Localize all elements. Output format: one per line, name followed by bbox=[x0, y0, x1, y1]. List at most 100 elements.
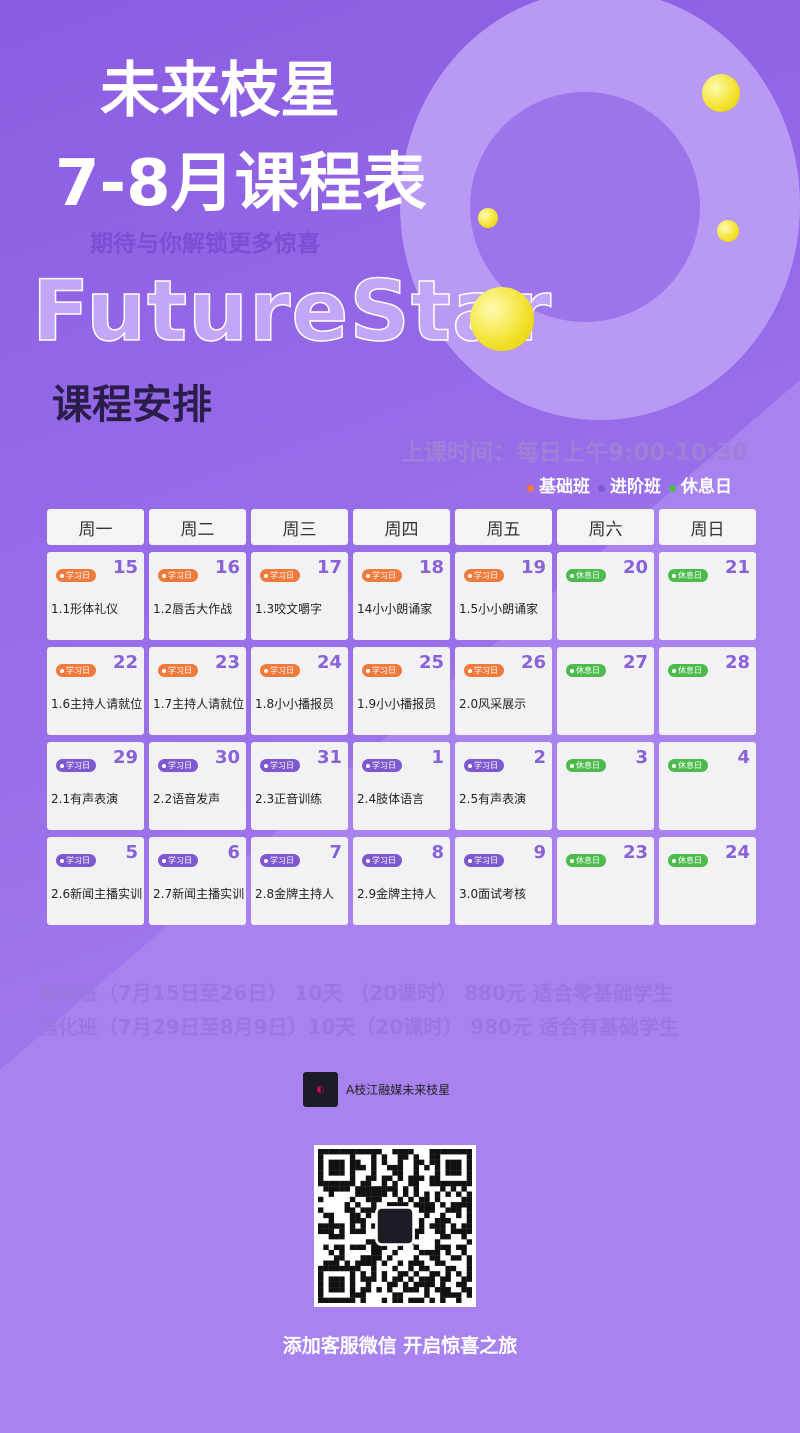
badge-label: 休息日 bbox=[678, 856, 702, 865]
day-number: 24 bbox=[316, 652, 342, 673]
calendar-day: 休息日 23 bbox=[557, 837, 654, 925]
day-number: 24 bbox=[724, 842, 750, 863]
badge-label: 学习日 bbox=[168, 761, 192, 770]
calendar-day: 学习日 25 1.9小小播报员 bbox=[353, 647, 450, 735]
day-number: 31 bbox=[316, 747, 342, 768]
day-type-badge: 休息日 bbox=[566, 569, 606, 582]
calendar-day: 学习日 16 1.2唇舌大作战 bbox=[149, 552, 246, 640]
calendar-day: 学习日 2 2.5有声表演 bbox=[455, 742, 552, 830]
lesson-name: 2.8金牌主持人 bbox=[255, 887, 335, 901]
decor-circle-inner bbox=[470, 92, 700, 322]
lesson-name: 2.0风采展示 bbox=[459, 697, 527, 711]
day-type-badge: 学习日 bbox=[158, 854, 198, 867]
day-number: 9 bbox=[533, 842, 546, 863]
day-type-badge: 休息日 bbox=[668, 664, 708, 677]
badge-label: 学习日 bbox=[372, 571, 396, 580]
calendar-day: 学习日 24 1.8小小播报员 bbox=[251, 647, 348, 735]
day-type-badge: 休息日 bbox=[668, 569, 708, 582]
lesson-name: 1.1形体礼仪 bbox=[51, 602, 119, 616]
weekday-header: 周二 bbox=[149, 509, 246, 545]
calendar-day: 学习日 19 1.5小小朗诵家 bbox=[455, 552, 552, 640]
lesson-name: 2.4肢体语言 bbox=[357, 792, 425, 806]
calendar-day: 学习日 8 2.9金牌主持人 bbox=[353, 837, 450, 925]
calendar-day: 学习日 30 2.2语音发声 bbox=[149, 742, 246, 830]
lesson-name: 1.6主持人请就位 bbox=[51, 697, 143, 711]
calendar-day: 休息日 24 bbox=[659, 837, 756, 925]
lesson-name: 1.7主持人请就位 bbox=[153, 697, 245, 711]
legend: 基础班 进阶班 休息日 bbox=[527, 472, 732, 497]
account-badge: ◐ A枝江融媒未来枝星 bbox=[303, 1072, 450, 1107]
qr-code bbox=[314, 1145, 476, 1307]
calendar-day: 学习日 7 2.8金牌主持人 bbox=[251, 837, 348, 925]
slogan: 期待与你解锁更多惊喜 bbox=[90, 231, 320, 257]
lesson-name: 2.2语音发声 bbox=[153, 792, 221, 806]
day-number: 25 bbox=[418, 652, 444, 673]
calendar-day: 学习日 17 1.3咬文嚼字 bbox=[251, 552, 348, 640]
day-type-badge: 学习日 bbox=[260, 569, 300, 582]
legend-rest: 休息日 bbox=[669, 472, 732, 497]
day-number: 29 bbox=[112, 747, 138, 768]
course-info-advanced: 强化班（7月29日至8月9日）10天（20课时） 980元 适合有基础学生 bbox=[38, 1015, 679, 1039]
legend-advanced: 进阶班 bbox=[598, 472, 661, 497]
lesson-name: 2.6新闻主播实训 bbox=[51, 887, 143, 901]
account-name: A枝江融媒未来枝星 bbox=[346, 1083, 451, 1097]
day-number: 26 bbox=[520, 652, 546, 673]
calendar-day: 休息日 20 bbox=[557, 552, 654, 640]
page-subtitle: 7-8月课程表 bbox=[55, 147, 427, 221]
day-type-badge: 休息日 bbox=[668, 759, 708, 772]
day-type-badge: 学习日 bbox=[362, 569, 402, 582]
badge-label: 学习日 bbox=[66, 571, 90, 580]
calendar-day: 学习日 9 3.0面试考核 bbox=[455, 837, 552, 925]
lesson-name: 2.1有声表演 bbox=[51, 792, 119, 806]
brand-outline-text: FutureStar bbox=[31, 261, 553, 361]
day-number: 17 bbox=[316, 557, 342, 578]
badge-label: 学习日 bbox=[66, 666, 90, 675]
calendar-day: 学习日 5 2.6新闻主播实训 bbox=[47, 837, 144, 925]
badge-label: 学习日 bbox=[270, 571, 294, 580]
calendar-day: 学习日 23 1.7主持人请就位 bbox=[149, 647, 246, 735]
day-number: 15 bbox=[112, 557, 138, 578]
badge-label: 休息日 bbox=[678, 666, 702, 675]
day-number: 23 bbox=[214, 652, 240, 673]
lesson-name: 14小小朗诵家 bbox=[357, 602, 433, 616]
class-time: 上课时间：每日上午9:00-10:30 bbox=[401, 440, 748, 466]
decor-ball bbox=[478, 208, 498, 228]
badge-label: 学习日 bbox=[66, 856, 90, 865]
day-number: 5 bbox=[125, 842, 138, 863]
badge-label: 休息日 bbox=[678, 761, 702, 770]
page-title: 未来枝星 bbox=[100, 56, 340, 126]
badge-label: 学习日 bbox=[168, 666, 192, 675]
badge-label: 学习日 bbox=[270, 856, 294, 865]
day-type-badge: 学习日 bbox=[260, 854, 300, 867]
day-number: 22 bbox=[112, 652, 138, 673]
weekday-header: 周一 bbox=[47, 509, 144, 545]
day-number: 4 bbox=[737, 747, 750, 768]
badge-label: 休息日 bbox=[576, 571, 600, 580]
day-number: 21 bbox=[724, 557, 750, 578]
calendar-day: 学习日 6 2.7新闻主播实训 bbox=[149, 837, 246, 925]
day-number: 23 bbox=[622, 842, 648, 863]
day-type-badge: 学习日 bbox=[362, 664, 402, 677]
lesson-name: 2.5有声表演 bbox=[459, 792, 527, 806]
course-info-basic: 基础班（7月15日至26日） 10天 （20课时） 880元 适合零基础学生 bbox=[38, 981, 673, 1005]
badge-label: 休息日 bbox=[576, 856, 600, 865]
badge-label: 学习日 bbox=[372, 666, 396, 675]
day-number: 2 bbox=[533, 747, 546, 768]
day-number: 28 bbox=[724, 652, 750, 673]
badge-label: 学习日 bbox=[168, 856, 192, 865]
decor-ball bbox=[717, 220, 739, 242]
badge-label: 学习日 bbox=[168, 571, 192, 580]
badge-label: 学习日 bbox=[474, 856, 498, 865]
weekday-header: 周四 bbox=[353, 509, 450, 545]
lesson-name: 2.3正音训练 bbox=[255, 792, 323, 806]
day-type-badge: 学习日 bbox=[464, 664, 504, 677]
calendar-day: 学习日 22 1.6主持人请就位 bbox=[47, 647, 144, 735]
badge-label: 学习日 bbox=[270, 666, 294, 675]
badge-label: 学习日 bbox=[270, 761, 294, 770]
weekday-header: 周五 bbox=[455, 509, 552, 545]
day-type-badge: 学习日 bbox=[260, 759, 300, 772]
day-type-badge: 休息日 bbox=[566, 854, 606, 867]
lesson-name: 1.5小小朗诵家 bbox=[459, 602, 539, 616]
weekday-header: 周三 bbox=[251, 509, 348, 545]
legend-basic: 基础班 bbox=[527, 472, 590, 497]
